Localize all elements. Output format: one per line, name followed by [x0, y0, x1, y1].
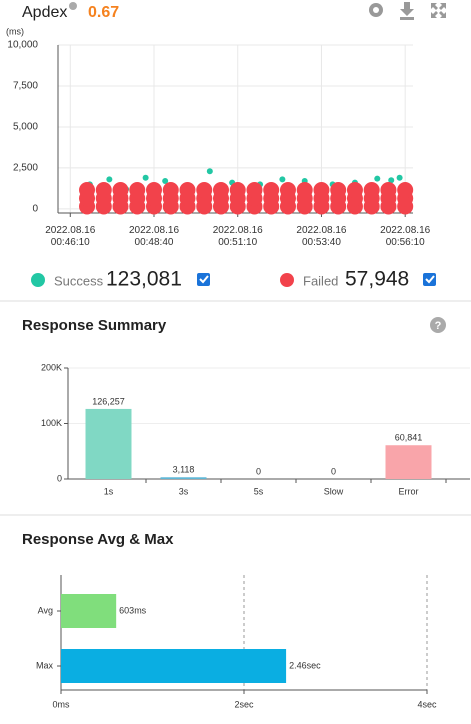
legend-total: 123,081 — [106, 268, 182, 291]
point — [374, 175, 381, 182]
point — [106, 176, 113, 183]
section-title: Response Summary — [22, 317, 167, 334]
help-glyph: ? — [435, 320, 442, 332]
x-tick-label: 2022.08.16 00:46:10 — [45, 225, 96, 248]
point — [179, 182, 196, 199]
bar — [385, 445, 432, 479]
failed-checkbox[interactable] — [423, 273, 436, 286]
point — [129, 182, 146, 199]
y-tick-label: 200K — [41, 362, 62, 372]
x-tick-label: 3s — [179, 486, 189, 496]
apdex-title: Apdex — [22, 4, 67, 21]
y-axis-label: (ms) — [6, 26, 24, 36]
point — [162, 182, 179, 199]
checkboxes — [197, 273, 436, 286]
check — [199, 275, 209, 284]
value-label: 126,257 — [92, 396, 125, 406]
value-label: 0 — [256, 466, 261, 476]
point — [79, 182, 96, 199]
y-tick-label: 100K — [41, 418, 62, 428]
bar — [61, 649, 287, 683]
help-icon[interactable] — [69, 2, 77, 10]
point — [206, 168, 213, 175]
point — [397, 182, 414, 199]
point — [396, 174, 403, 181]
value-label: 0 — [331, 466, 336, 476]
point — [95, 182, 112, 199]
point — [296, 182, 313, 199]
x-tick-label: 2022.08.16 00:56:10 — [380, 225, 431, 248]
x-tick-label: 2022.08.16 00:53:40 — [296, 225, 347, 248]
point — [388, 177, 395, 184]
point — [146, 182, 163, 199]
y-tick-label: Max — [36, 660, 54, 670]
value-label: 3,118 — [173, 465, 195, 475]
value-label: 603ms — [119, 605, 147, 615]
settings-hole — [373, 7, 379, 13]
x-tick-label: 2sec — [234, 699, 254, 709]
legend-label: Failed — [303, 273, 338, 288]
y-tick-label: 7,500 — [13, 81, 38, 92]
legend-label: Success — [54, 273, 104, 288]
expand-icon[interactable] — [431, 3, 446, 18]
y-tick-label: 5,000 — [13, 122, 38, 133]
point — [212, 182, 229, 199]
check — [425, 275, 435, 284]
point — [279, 182, 296, 199]
point — [263, 182, 280, 199]
point — [246, 182, 263, 199]
legend-total: 57,948 — [345, 268, 409, 291]
point — [346, 182, 363, 199]
point — [363, 182, 380, 199]
success-checkbox[interactable] — [197, 273, 210, 286]
point — [380, 182, 397, 199]
point — [330, 182, 347, 199]
x-tick-label: 2022.08.16 00:48:40 — [128, 225, 180, 248]
point — [112, 182, 129, 199]
point — [162, 178, 169, 185]
x-tick-label: Error — [399, 486, 419, 496]
x-tick-label: 0ms — [52, 699, 70, 709]
value-label: 2.46sec — [289, 660, 321, 670]
toolbar — [369, 2, 446, 20]
x-tick-label: 4sec — [417, 699, 437, 709]
download-icon[interactable] — [400, 2, 414, 20]
x-tick-label: Slow — [324, 486, 344, 496]
y-tick-label: 2,500 — [13, 163, 38, 174]
point — [196, 182, 213, 199]
point — [229, 182, 246, 199]
section-title: Response Avg & Max — [22, 531, 174, 548]
y-tick-label: 0 — [57, 473, 62, 483]
legend-marker — [31, 273, 45, 287]
legend-marker — [280, 273, 294, 287]
x-tick-label: 2022.08.16 00:51:10 — [212, 225, 263, 248]
bar — [160, 477, 207, 479]
bar — [85, 408, 132, 479]
y-tick-label: Avg — [38, 605, 53, 615]
point — [313, 182, 330, 199]
x-tick-label: 5s — [254, 486, 264, 496]
point — [142, 174, 149, 181]
apdex-score: 0.67 — [88, 4, 119, 21]
x-tick-label: 1s — [104, 486, 114, 496]
help-icon[interactable] — [430, 317, 446, 333]
value-label: 60,841 — [395, 433, 423, 443]
y-tick-label: 10,000 — [7, 40, 38, 51]
point — [279, 176, 286, 183]
y-tick-label: 0 — [32, 204, 38, 215]
bar — [61, 594, 117, 628]
